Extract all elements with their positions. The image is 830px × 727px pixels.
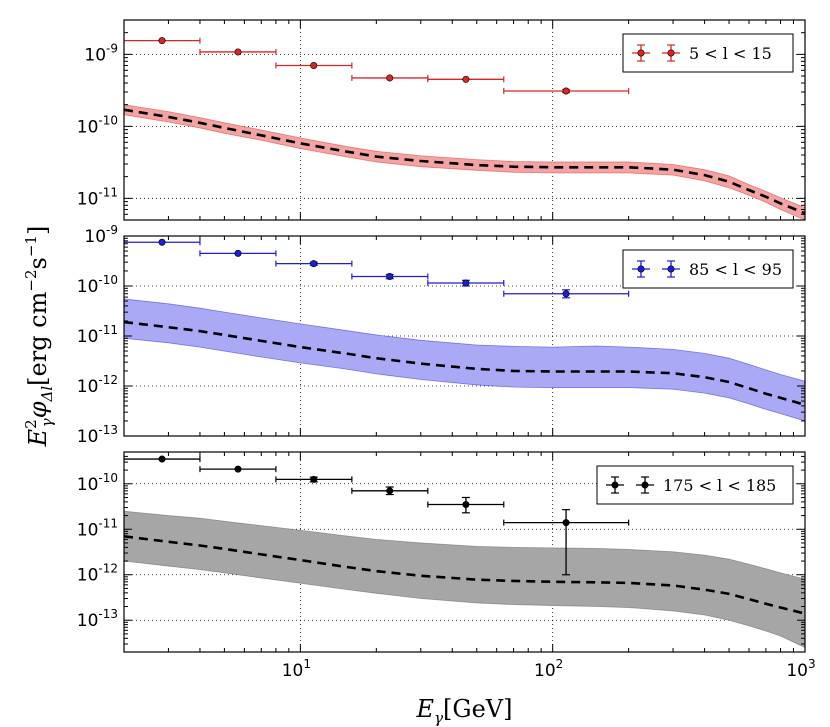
plot-area	[124, 238, 805, 422]
y-tick-label: 10-9	[84, 41, 118, 65]
legend-marker	[641, 481, 649, 489]
y-tick-label: 10-10	[77, 273, 118, 297]
data-point	[275, 61, 353, 69]
data-marker	[562, 290, 570, 298]
data-marker	[310, 260, 318, 268]
data-marker	[386, 74, 394, 82]
y-tick-label: 10-11	[77, 516, 118, 540]
data-marker	[158, 238, 166, 246]
legend-marker	[611, 481, 619, 489]
legend-box	[596, 465, 794, 505]
data-marker	[562, 87, 570, 95]
legend-marker	[637, 49, 645, 57]
y-tick-label: 10-10	[77, 113, 118, 137]
data-marker	[386, 272, 394, 280]
data-marker	[310, 475, 318, 483]
data-point	[124, 238, 201, 246]
x-tick-label: 103	[786, 657, 815, 681]
data-point	[427, 496, 505, 514]
data-marker	[386, 487, 394, 495]
legend-marker	[667, 265, 675, 273]
y-axis-label: E2γφΔl[erg cm−2s−1]	[22, 226, 56, 448]
panel-frame	[123, 19, 806, 221]
data-point	[199, 249, 277, 257]
y-tick-label: 10-11	[77, 323, 118, 347]
data-point	[124, 37, 201, 45]
legend: 175 < l < 185	[596, 465, 794, 505]
uncertainty-band	[124, 104, 805, 220]
uncertainty-band	[124, 298, 805, 422]
x-tick-label: 102	[534, 657, 563, 681]
y-tick-label: 10-12	[77, 562, 118, 586]
data-marker	[158, 455, 166, 463]
legend-label: 85 < l < 95	[689, 260, 782, 279]
legend-label: 5 < l < 15	[689, 44, 772, 63]
data-point	[427, 75, 505, 83]
data-point	[351, 272, 429, 280]
data-marker	[234, 249, 242, 257]
data-point	[275, 475, 353, 483]
data-point	[503, 509, 630, 576]
data-marker	[234, 465, 242, 473]
x-tick-label: 101	[282, 657, 311, 681]
panel-frame	[123, 451, 806, 653]
y-tick-label: 10-12	[77, 373, 118, 397]
data-point	[351, 486, 429, 496]
data-point	[351, 74, 429, 82]
data-point	[124, 455, 201, 463]
panel-2: 10-9 10-10 10-11 10-12 10-13 85 < l < 95	[77, 223, 806, 447]
data-marker	[234, 48, 242, 56]
model-line	[124, 108, 805, 215]
uncertainty-band	[124, 510, 805, 649]
model-line	[124, 320, 805, 407]
legend-label: 175 < l < 185	[663, 476, 776, 495]
y-tick-label: 10-13	[77, 423, 118, 447]
y-tick-label: 10-9	[84, 223, 118, 247]
y-tick-label: 10-13	[77, 607, 118, 631]
plot-area	[124, 37, 805, 220]
legend-box	[622, 249, 794, 289]
data-marker	[462, 501, 470, 509]
data-point	[199, 465, 277, 473]
y-tick-label: 10-10	[77, 471, 118, 495]
data-marker	[310, 61, 318, 69]
data-point	[275, 260, 353, 268]
legend-box	[622, 33, 794, 73]
x-axis-label: Eγ[GeV]	[416, 695, 513, 727]
panel-3: 10-10 10-11 10-12 10-13 175 < l < 185	[77, 451, 806, 653]
data-marker	[562, 519, 570, 527]
data-marker	[462, 75, 470, 83]
y-tick-label: 10-11	[77, 185, 118, 209]
legend: 85 < l < 95	[622, 249, 794, 289]
data-marker	[158, 37, 166, 45]
plot-area	[124, 455, 805, 649]
data-point	[427, 279, 505, 287]
panel-1: 10-9 10-10 10-11 5 < l < 15	[77, 19, 806, 221]
data-marker	[462, 279, 470, 287]
model-line	[124, 535, 805, 615]
data-point	[503, 289, 630, 299]
data-point	[199, 48, 277, 56]
legend: 5 < l < 15	[622, 33, 794, 73]
data-point	[503, 87, 630, 95]
legend-marker	[637, 265, 645, 273]
legend-marker	[667, 49, 675, 57]
